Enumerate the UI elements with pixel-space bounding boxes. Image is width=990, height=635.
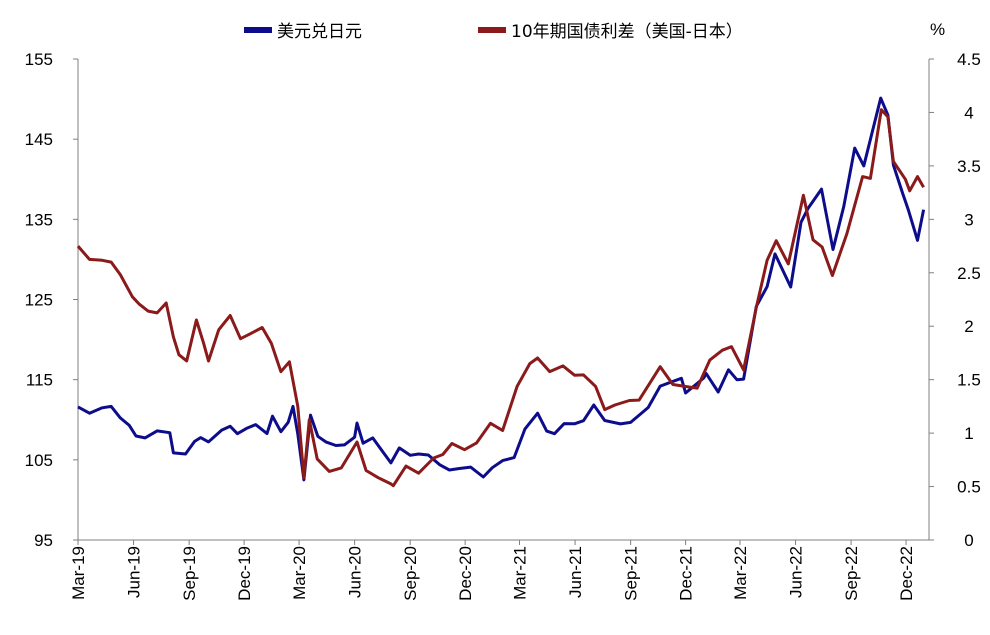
right-tick-label: 1 bbox=[964, 424, 973, 443]
usdjpy-line bbox=[77, 96, 926, 482]
x-tick-label: Jun-21 bbox=[566, 546, 585, 598]
legend: 美元兑日元 10年期国债利差（美国-日本） bbox=[244, 22, 743, 42]
x-tick-label: Dec-19 bbox=[235, 546, 254, 601]
legend-label-usdjpy: 美元兑日元 bbox=[277, 22, 362, 42]
x-tick-label: Mar-19 bbox=[69, 546, 88, 600]
legend-label-spread: 10年期国债利差（美国-日本） bbox=[511, 22, 743, 42]
right-tick-label: 4 bbox=[964, 103, 973, 122]
left-tick-label: 155 bbox=[25, 50, 53, 69]
x-tick-label: Sep-21 bbox=[622, 546, 641, 601]
x-tick-label: Sep-19 bbox=[180, 546, 199, 601]
right-tick-label: 4.5 bbox=[957, 50, 981, 69]
right-tick-label: 0 bbox=[964, 531, 973, 550]
x-tick-label: Mar-22 bbox=[731, 546, 750, 600]
left-tick-label: 135 bbox=[25, 210, 53, 229]
x-tick-label: Mar-21 bbox=[511, 546, 530, 600]
right-axis-ticks: 0 0.5 1 1.5 2 2.5 3 3.5 4 4.5 bbox=[929, 50, 981, 550]
right-tick-label: 2 bbox=[964, 317, 973, 336]
x-tick-label: Jun-22 bbox=[787, 546, 806, 598]
x-tick-label: Jun-20 bbox=[346, 546, 365, 598]
spread-line bbox=[76, 108, 925, 488]
x-tick-label: Dec-20 bbox=[456, 546, 475, 601]
x-tick-label: Dec-21 bbox=[677, 546, 696, 601]
right-tick-label: 1.5 bbox=[957, 371, 981, 390]
left-tick-label: 115 bbox=[26, 371, 53, 390]
left-tick-label: 95 bbox=[34, 531, 53, 550]
right-tick-label: 3 bbox=[964, 210, 973, 229]
left-tick-label: 105 bbox=[25, 451, 53, 470]
series-lines bbox=[76, 96, 926, 488]
right-tick-label: 2.5 bbox=[957, 264, 981, 283]
x-tick-label: Dec-22 bbox=[897, 546, 916, 601]
left-axis-ticks: 95 105 115 125 135 145 155 bbox=[25, 50, 78, 550]
x-tick-label: Mar-20 bbox=[290, 546, 309, 600]
right-tick-label: 3.5 bbox=[957, 157, 981, 176]
right-axis-unit: % bbox=[930, 20, 945, 39]
left-tick-label: 145 bbox=[25, 130, 53, 149]
axes bbox=[77, 59, 930, 541]
left-tick-label: 125 bbox=[25, 291, 53, 310]
x-tick-label: Sep-20 bbox=[401, 546, 420, 601]
x-axis-ticks: Mar-19 Jun-19 Sep-19 Dec-19 Mar-20 Jun-20 Sep-… bbox=[69, 540, 916, 601]
x-tick-label: Jun-19 bbox=[125, 546, 144, 598]
x-tick-label: Sep-22 bbox=[842, 546, 861, 601]
right-tick-label: 0.5 bbox=[957, 478, 981, 497]
